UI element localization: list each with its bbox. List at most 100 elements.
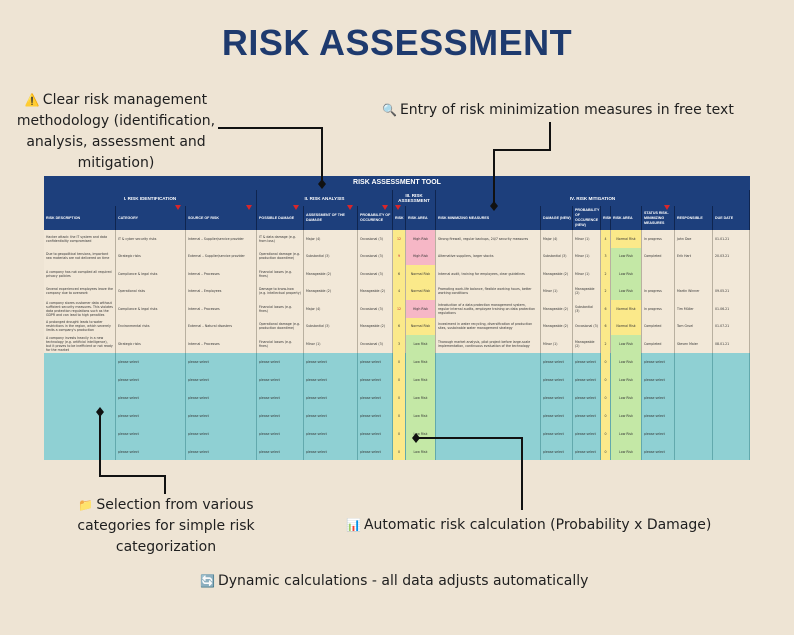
table-cell[interactable]: Environmental risks [116, 317, 186, 335]
table-cell[interactable]: Substantial (3) [304, 317, 358, 335]
table-cell[interactable] [44, 352, 116, 371]
table-cell[interactable]: please select [642, 442, 675, 460]
table-cell[interactable]: please select [257, 424, 304, 443]
table-cell[interactable]: please select [541, 388, 573, 407]
table-cell[interactable] [642, 265, 675, 283]
table-cell[interactable]: Major (4) [304, 230, 358, 248]
table-cell[interactable]: Minor (1) [573, 230, 601, 248]
table-cell[interactable] [713, 388, 750, 407]
table-cell[interactable]: please select [116, 370, 186, 389]
table-cell[interactable]: Major (4) [304, 300, 358, 318]
table-cell[interactable]: Manageable (2) [573, 282, 601, 300]
table-cell[interactable]: Erik Hart [675, 247, 713, 265]
table-cell[interactable]: please select [304, 352, 358, 371]
table-cell[interactable] [675, 406, 713, 425]
table-cell[interactable] [713, 442, 750, 460]
table-cell[interactable]: Due to geopolitical tensions, important … [44, 247, 116, 265]
table-cell[interactable]: please select [257, 388, 304, 407]
table-cell[interactable]: External – Supplier/service provider [186, 247, 257, 265]
table-cell[interactable] [44, 442, 116, 460]
table-cell[interactable]: please select [358, 370, 393, 389]
table-cell[interactable]: John Doe [675, 230, 713, 248]
table-cell[interactable]: please select [358, 424, 393, 443]
table-cell[interactable]: Occasional (3) [358, 230, 393, 248]
table-cell[interactable]: Minor (1) [541, 282, 573, 300]
table-cell[interactable]: Tim Müller [675, 300, 713, 318]
table-cell[interactable]: Occasional (3) [358, 247, 393, 265]
table-cell[interactable]: please select [186, 406, 257, 425]
table-cell[interactable] [436, 352, 541, 371]
table-cell[interactable]: Steven Maier [675, 335, 713, 353]
table-cell[interactable]: Occasional (3) [358, 265, 393, 283]
table-cell[interactable] [675, 424, 713, 443]
table-cell[interactable]: In progress [642, 230, 675, 248]
table-cell[interactable] [436, 406, 541, 425]
table-cell[interactable]: Minor (1) [573, 247, 601, 265]
table-cell[interactable]: Internal – Processes [186, 265, 257, 283]
table-cell[interactable]: IT & data damage (e.g. from loss) [257, 230, 304, 248]
table-cell[interactable]: please select [304, 442, 358, 460]
table-cell[interactable]: please select [573, 352, 601, 371]
table-cell[interactable]: Financial losses (e.g. fines) [257, 335, 304, 353]
table-cell[interactable]: please select [186, 388, 257, 407]
table-cell[interactable]: please select [642, 388, 675, 407]
table-cell[interactable]: Thorough market analysis, pilot project … [436, 335, 541, 353]
table-cell[interactable]: Substantial (3) [573, 300, 601, 318]
table-cell[interactable]: Manageable (2) [541, 300, 573, 318]
table-cell[interactable]: please select [642, 406, 675, 425]
table-cell[interactable]: IT & cyber security risks [116, 230, 186, 248]
table-cell[interactable] [675, 370, 713, 389]
table-cell[interactable]: Manageable (2) [573, 335, 601, 353]
table-cell[interactable] [675, 352, 713, 371]
table-cell[interactable] [713, 265, 750, 283]
table-cell[interactable]: please select [573, 424, 601, 443]
table-cell[interactable]: A prolonged drought leads to water restr… [44, 317, 116, 335]
table-cell[interactable]: Completed [642, 335, 675, 353]
table-cell[interactable]: Minor (1) [304, 335, 358, 353]
table-cell[interactable]: Operational damage (e.g. production down… [257, 317, 304, 335]
table-cell[interactable]: Manageable (2) [358, 282, 393, 300]
table-cell[interactable] [436, 388, 541, 407]
table-cell[interactable]: please select [573, 388, 601, 407]
table-cell[interactable]: Substantial (3) [541, 247, 573, 265]
table-cell[interactable] [44, 406, 116, 425]
table-cell[interactable] [44, 388, 116, 407]
table-row[interactable]: Several experienced employees leave the … [44, 282, 750, 301]
table-cell[interactable]: please select [116, 406, 186, 425]
table-cell[interactable] [713, 370, 750, 389]
table-cell[interactable]: Completed [642, 247, 675, 265]
table-cell[interactable] [713, 424, 750, 443]
table-cell[interactable]: A company invests heavily in a new techn… [44, 335, 116, 353]
table-cell[interactable]: please select [541, 442, 573, 460]
table-cell[interactable]: please select [186, 370, 257, 389]
table-cell[interactable]: 01.07.21 [713, 317, 750, 335]
table-cell[interactable]: Financial losses (e.g. fines) [257, 265, 304, 283]
table-cell[interactable]: please select [541, 352, 573, 371]
table-cell[interactable]: please select [116, 352, 186, 371]
table-cell[interactable]: Internal – Processes [186, 300, 257, 318]
table-cell[interactable]: External – Natural disasters [186, 317, 257, 335]
table-cell[interactable] [44, 370, 116, 389]
table-cell[interactable]: In progress [642, 282, 675, 300]
table-cell[interactable]: 08.01.21 [713, 335, 750, 353]
table-cell[interactable]: 01.06.21 [713, 300, 750, 318]
table-cell[interactable]: Tom Gruel [675, 317, 713, 335]
table-cell[interactable]: please select [304, 406, 358, 425]
table-cell[interactable]: please select [358, 442, 393, 460]
table-cell[interactable]: Minor (1) [541, 335, 573, 353]
table-cell[interactable] [436, 424, 541, 443]
table-cell[interactable]: Occasional (3) [573, 317, 601, 335]
table-cell[interactable]: please select [573, 370, 601, 389]
table-cell[interactable]: In progress [642, 300, 675, 318]
table-row[interactable]: please select please select please select p… [44, 370, 750, 390]
table-cell[interactable]: Several experienced employees leave the … [44, 282, 116, 300]
table-cell[interactable]: Manageable (2) [541, 265, 573, 283]
table-cell[interactable]: please select [257, 406, 304, 425]
table-cell[interactable]: Operational damage (e.g. production down… [257, 247, 304, 265]
table-cell[interactable] [44, 424, 116, 443]
table-cell[interactable]: Strategic risks [116, 247, 186, 265]
table-cell[interactable]: Financial losses (e.g. fines) [257, 300, 304, 318]
table-cell[interactable]: please select [358, 406, 393, 425]
table-cell[interactable]: Minor (1) [573, 265, 601, 283]
table-cell[interactable]: please select [304, 370, 358, 389]
